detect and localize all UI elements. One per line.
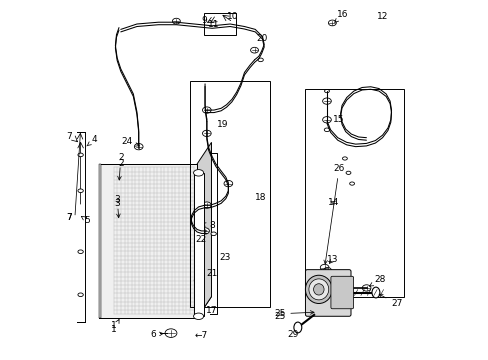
Ellipse shape [293, 322, 301, 333]
Text: 25: 25 [273, 312, 285, 321]
Ellipse shape [371, 287, 379, 298]
Text: 13: 13 [326, 256, 337, 265]
Text: 8: 8 [202, 221, 215, 230]
Ellipse shape [202, 202, 211, 208]
Text: 7: 7 [66, 213, 72, 222]
Text: 2: 2 [118, 153, 123, 180]
Text: 6: 6 [150, 330, 163, 339]
Text: 16: 16 [334, 10, 348, 22]
Ellipse shape [342, 157, 346, 160]
Ellipse shape [78, 293, 83, 297]
Text: 10: 10 [227, 12, 238, 21]
Text: 5: 5 [81, 216, 90, 225]
Text: 26: 26 [323, 164, 344, 264]
Ellipse shape [194, 277, 203, 284]
Text: 7: 7 [66, 132, 72, 141]
Ellipse shape [78, 250, 83, 253]
Text: 12: 12 [376, 12, 387, 21]
FancyBboxPatch shape [305, 270, 350, 316]
Ellipse shape [346, 171, 350, 175]
Ellipse shape [200, 228, 209, 234]
Text: 24: 24 [121, 137, 139, 146]
Text: 3: 3 [114, 194, 120, 218]
Text: 28: 28 [368, 275, 385, 286]
Text: 14: 14 [327, 198, 339, 207]
Ellipse shape [313, 284, 324, 295]
Polygon shape [197, 142, 211, 318]
Ellipse shape [322, 98, 331, 104]
Ellipse shape [194, 206, 203, 212]
Bar [304, 89, 403, 297]
Ellipse shape [341, 273, 350, 279]
Bar [190, 81, 270, 307]
Polygon shape [99, 164, 101, 318]
Ellipse shape [172, 18, 180, 24]
Text: 27: 27 [378, 294, 402, 308]
Ellipse shape [202, 107, 211, 113]
Ellipse shape [78, 189, 83, 193]
Ellipse shape [341, 284, 350, 290]
Text: 18: 18 [254, 193, 266, 202]
Ellipse shape [193, 170, 203, 176]
Ellipse shape [165, 329, 177, 337]
Ellipse shape [193, 313, 203, 319]
Text: ←7: ←7 [194, 332, 207, 341]
Ellipse shape [341, 295, 350, 301]
Text: 29: 29 [286, 330, 298, 339]
Text: 3: 3 [114, 199, 120, 208]
Ellipse shape [134, 144, 143, 150]
Ellipse shape [305, 275, 331, 303]
Text: 17: 17 [205, 306, 217, 315]
Ellipse shape [324, 89, 329, 93]
Text: 23: 23 [219, 253, 230, 262]
Ellipse shape [210, 232, 216, 235]
Text: 15: 15 [332, 114, 344, 123]
Text: 2: 2 [118, 159, 123, 168]
Ellipse shape [250, 47, 258, 53]
Bar [204, 13, 235, 35]
FancyBboxPatch shape [330, 276, 353, 309]
Ellipse shape [323, 267, 331, 273]
Text: 9: 9 [201, 16, 207, 25]
Ellipse shape [224, 180, 232, 187]
Ellipse shape [202, 130, 211, 136]
Text: 1: 1 [110, 321, 116, 330]
Ellipse shape [324, 128, 329, 132]
Text: 21: 21 [206, 269, 218, 278]
Text: 19: 19 [217, 120, 228, 129]
Ellipse shape [320, 264, 328, 271]
Text: 25: 25 [273, 309, 313, 318]
Bar [193, 173, 203, 316]
Text: 7: 7 [66, 213, 72, 222]
Bar [99, 164, 197, 318]
Text: 11: 11 [208, 19, 219, 28]
Ellipse shape [210, 22, 218, 28]
Ellipse shape [328, 20, 336, 26]
Polygon shape [99, 297, 211, 318]
Ellipse shape [258, 58, 263, 62]
Text: 22: 22 [195, 235, 206, 244]
Ellipse shape [78, 153, 83, 157]
Text: 20: 20 [256, 34, 267, 43]
Text: 4: 4 [87, 135, 97, 146]
Ellipse shape [322, 117, 331, 123]
Text: 1: 1 [110, 319, 119, 334]
Ellipse shape [362, 285, 370, 291]
Ellipse shape [349, 182, 354, 185]
Ellipse shape [308, 279, 328, 300]
